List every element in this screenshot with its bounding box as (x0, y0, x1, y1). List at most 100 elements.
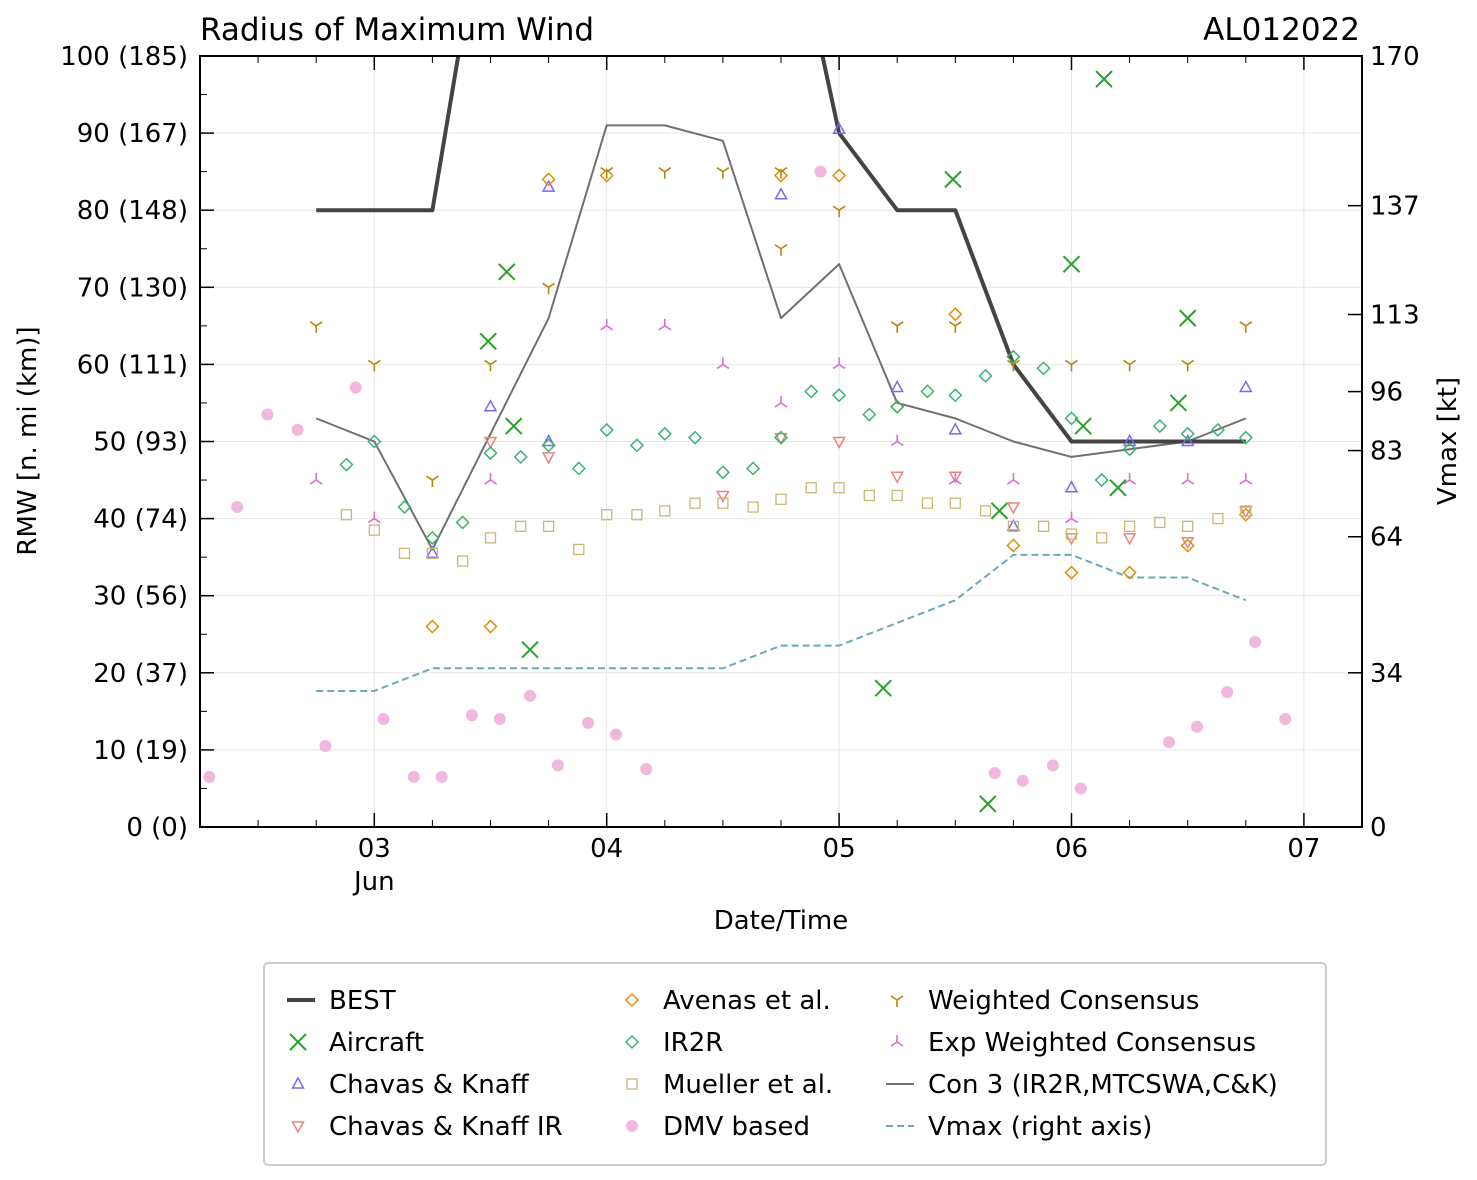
weighted-consensus-point (774, 244, 788, 256)
chavas-knaff-point (1239, 379, 1253, 393)
exp-weighted-consensus-point (309, 473, 323, 485)
legend-item-dmv-based: DMV based (626, 1112, 810, 1142)
legend-label: Con 3 (IR2R,MTCSWA,C&K) (928, 1070, 1278, 1100)
chavas-knaff-ir-point (716, 490, 730, 504)
ir2r-point (397, 499, 412, 515)
mueller-et-al-point (340, 509, 353, 521)
y-axis-label: RMW [n. mi (km)] (13, 326, 43, 555)
mueller-et-al-point (1154, 516, 1166, 529)
ir2r-point (832, 388, 847, 403)
y2-tick-label: 113 (1370, 301, 1420, 331)
dmv-based-point (524, 689, 537, 702)
ir2r-point (1064, 411, 1079, 426)
y-tick-label: 90 (167) (77, 119, 188, 149)
ir2r-point (804, 384, 819, 399)
dmv-based-point (640, 763, 653, 776)
ir2r-point (541, 438, 556, 453)
series-mueller-et-al (340, 482, 1252, 567)
aircraft-point (1169, 394, 1188, 412)
weighted-consensus-point (948, 321, 962, 333)
weighted-consensus-point (832, 205, 846, 218)
mueller-et-al-point (833, 482, 845, 494)
ir2r-point (1006, 349, 1021, 364)
exp-weighted-consensus-point (1065, 511, 1078, 524)
aircraft-point (1074, 417, 1092, 435)
aircraft-point (1109, 479, 1127, 497)
y2-tick-label: 170 (1370, 42, 1420, 72)
ir2r-point (862, 407, 877, 422)
y2-tick-label: 137 (1370, 192, 1420, 222)
chavas-knaff-point (1006, 518, 1021, 532)
chavas-knaff-point (1180, 433, 1195, 447)
dmv-based-point (261, 408, 274, 421)
exp-weighted-consensus-point (1239, 473, 1253, 485)
exp-weighted-consensus-point (600, 318, 614, 331)
mueller-et-al-point (1037, 520, 1050, 532)
avenas-et-al-point (1122, 565, 1137, 580)
weighted-consensus-point (367, 359, 381, 372)
avenas-et-al-point (948, 307, 963, 322)
mueller-et-al-point (1240, 505, 1252, 517)
avenas-et-al-point (425, 619, 440, 634)
legend-item-weighted-consensus: Weighted Consensus (890, 986, 1199, 1016)
mueller-et-al-point (515, 520, 527, 532)
aircraft-point (498, 263, 516, 281)
chavas-knaff-ir-point (832, 436, 846, 450)
legend-label: Mueller et al. (663, 1070, 833, 1100)
x-tick-label: 06 (1055, 834, 1088, 864)
legend-label: Avenas et al. (663, 986, 831, 1016)
chart-title: Radius of Maximum Wind (200, 12, 594, 48)
weighted-consensus-point (890, 321, 904, 333)
y2-tick-label: 0 (1370, 813, 1387, 843)
legend-swatch (291, 1121, 305, 1134)
mueller-et-al-point (805, 482, 817, 494)
aircraft-point (979, 795, 997, 813)
legend-swatch (289, 1033, 307, 1051)
mueller-et-al-point (484, 532, 497, 544)
ir2r-point (513, 449, 528, 464)
dmv-based-point (465, 709, 478, 722)
series-chavas-knaff (425, 121, 1253, 559)
weighted-consensus-point (658, 166, 672, 179)
chavas-knaff-ir-point (890, 471, 904, 484)
series-best (316, 56, 1246, 444)
mueller-et-al-point (863, 489, 875, 502)
mueller-et-al-point (659, 505, 671, 517)
dmv-based-point (551, 759, 564, 772)
mueller-et-al-point (1182, 520, 1194, 532)
exp-weighted-consensus-point (1006, 473, 1020, 485)
exp-weighted-consensus-point (484, 473, 497, 485)
legend-item-vmax-right-axis: Vmax (right axis) (886, 1112, 1152, 1142)
mueller-et-al-point (398, 547, 411, 559)
mueller-et-al-point (601, 509, 613, 521)
mueller-et-al-point (1065, 528, 1078, 540)
dmv-based-point (1163, 736, 1176, 749)
dmv-based-point (1016, 774, 1029, 787)
series-ir2r (339, 349, 1253, 545)
legend-label: IR2R (663, 1028, 723, 1058)
chavas-knaff-point (948, 422, 963, 435)
legend-item-chavas-knaff-ir: Chavas & Knaff IR (291, 1112, 563, 1142)
ir2r-point (773, 430, 789, 445)
mueller-et-al-point (1123, 520, 1136, 532)
ir2r-point (1094, 472, 1109, 488)
ir2r-point (1238, 430, 1253, 445)
legend-item-avenas-et-al: Avenas et al. (624, 986, 831, 1016)
chavas-knaff-point (1064, 480, 1079, 493)
aircraft-point (505, 417, 523, 435)
ir2r-point (629, 438, 644, 453)
ir2r-point (978, 368, 993, 384)
dmv-based-point (1249, 635, 1262, 648)
exp-weighted-consensus-point (948, 473, 962, 485)
best-line (316, 56, 1246, 444)
legend-item-ir2r: IR2R (624, 1028, 723, 1058)
legend-item-mueller-et-al: Mueller et al. (626, 1070, 833, 1100)
mueller-et-al-point (747, 501, 759, 513)
y-tick-label: 100 (185) (60, 42, 188, 72)
aircraft-point (1062, 255, 1081, 273)
dmv-based-point (407, 770, 420, 783)
avenas-et-al-point (1006, 538, 1021, 553)
dmv-based-point (582, 716, 595, 729)
chavas-knaff-point (483, 399, 498, 412)
y2-tick-label: 34 (1370, 659, 1403, 689)
